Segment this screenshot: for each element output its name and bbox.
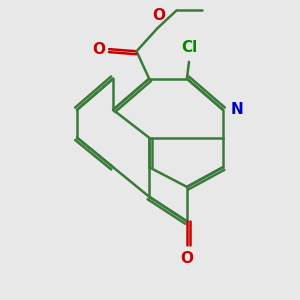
Text: O: O [152, 8, 165, 23]
Text: O: O [92, 42, 105, 57]
Text: Cl: Cl [181, 40, 197, 56]
Text: O: O [180, 251, 194, 266]
Text: N: N [231, 102, 243, 117]
